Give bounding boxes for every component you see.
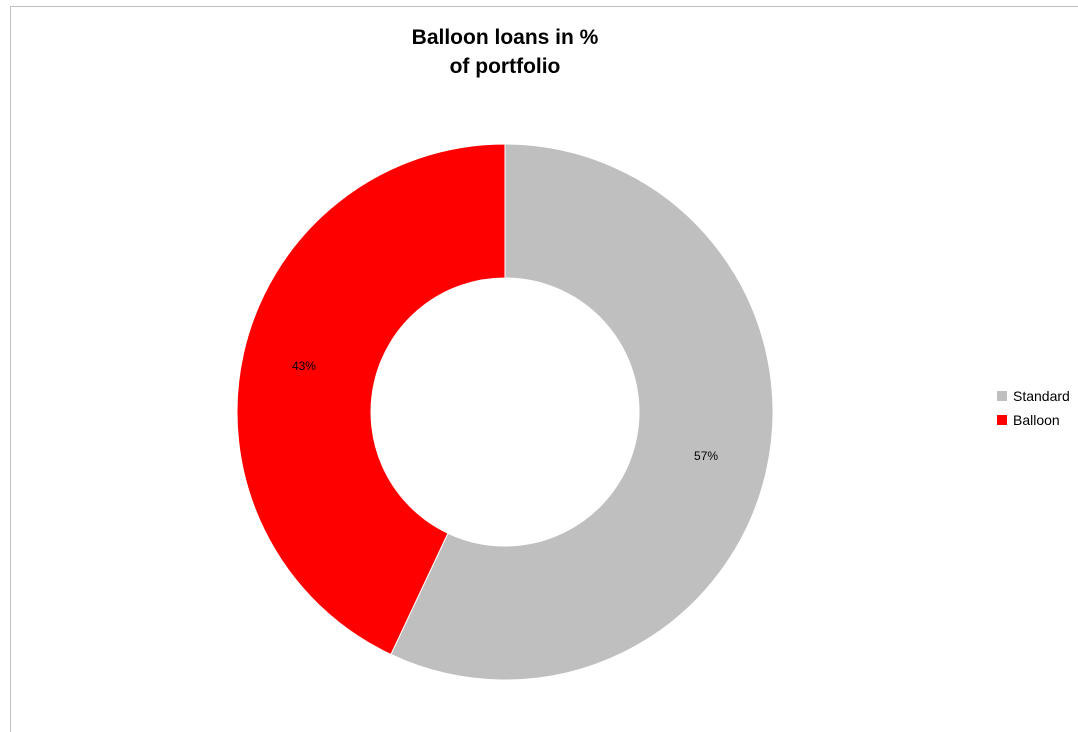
legend-swatch-standard [997, 391, 1007, 401]
chart-frame [10, 6, 1078, 732]
data-label-standard: 57% [694, 449, 718, 463]
legend-swatch-balloon [997, 415, 1007, 425]
data-label-balloon: 43% [292, 359, 316, 373]
slice-balloon [236, 143, 506, 656]
chart-title-line-2: of portfolio [449, 55, 561, 78]
legend-label-standard: Standard [1013, 388, 1070, 404]
legend-item-balloon: Balloon [997, 408, 1070, 432]
legend-item-standard: Standard [997, 384, 1070, 408]
legend: Standard Balloon [997, 384, 1070, 432]
legend-label-balloon: Balloon [1013, 412, 1060, 428]
slice-standard [390, 143, 774, 681]
chart-title: Balloon loans in % of portfolio [0, 23, 1010, 81]
chart-title-line-1: Balloon loans in % [411, 26, 599, 49]
